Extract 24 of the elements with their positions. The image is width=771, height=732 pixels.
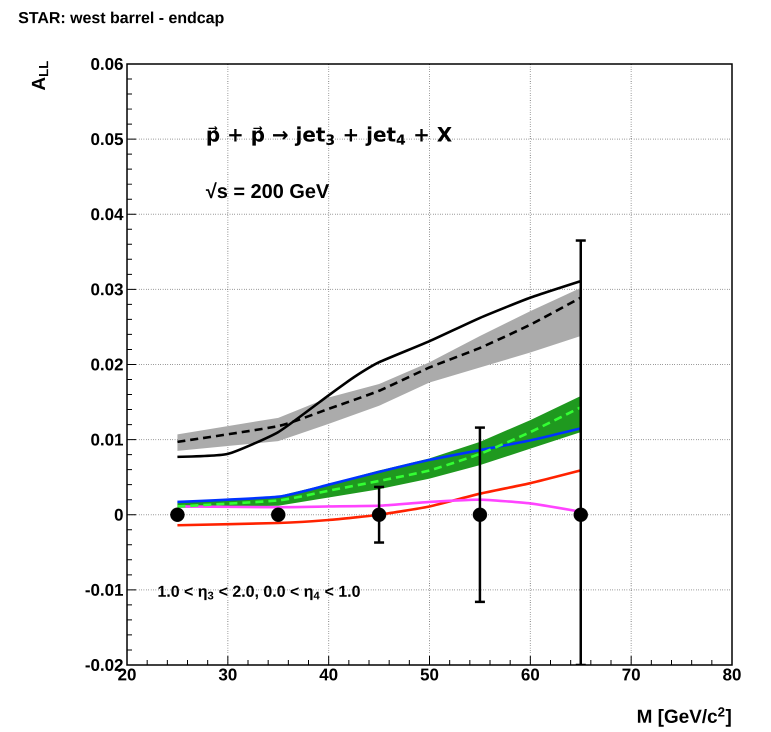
y-axis-title: A$_{LL}$	[32, 61, 48, 90]
x-tick-label: 40	[320, 668, 338, 680]
y-tick-label: 0.03	[91, 283, 123, 296]
y-tick-label: 0.06	[91, 58, 123, 70]
y-tick-label: 0.02	[91, 358, 123, 370]
annotation: 1.0 < η$_{3}$ < 2.0, 0.0 < η$_{4}$ < 1.0	[158, 586, 360, 600]
x-tick-label: 80	[723, 668, 741, 680]
y-tick-label: -0.01	[86, 584, 124, 596]
x-tick-label: 20	[118, 668, 136, 680]
y-tick-label: 0.01	[91, 434, 124, 446]
x-tick-label: 70	[622, 668, 640, 680]
line-series	[176, 427, 582, 504]
x-tick-label: 50	[420, 668, 438, 680]
x-tick-label: 30	[218, 668, 237, 681]
y-tick-label: 0	[114, 508, 123, 521]
annotation: p⃗ + p⃗ → jet$_{3}$ + jet$_{4}$ + X	[208, 126, 452, 146]
line-series	[176, 469, 582, 527]
y-tick-label: 0.05	[91, 133, 124, 146]
x-axis-title: M [GeV/c$^{2}$]	[638, 707, 731, 727]
x-tick-label: 60	[522, 668, 540, 680]
chart-title: STAR: west barrel - endcap	[18, 12, 224, 26]
annotation: √s = 200 GeV	[206, 182, 330, 198]
y-tick-label: 0.04	[91, 208, 124, 220]
y-tick-label: -0.02	[86, 658, 123, 671]
